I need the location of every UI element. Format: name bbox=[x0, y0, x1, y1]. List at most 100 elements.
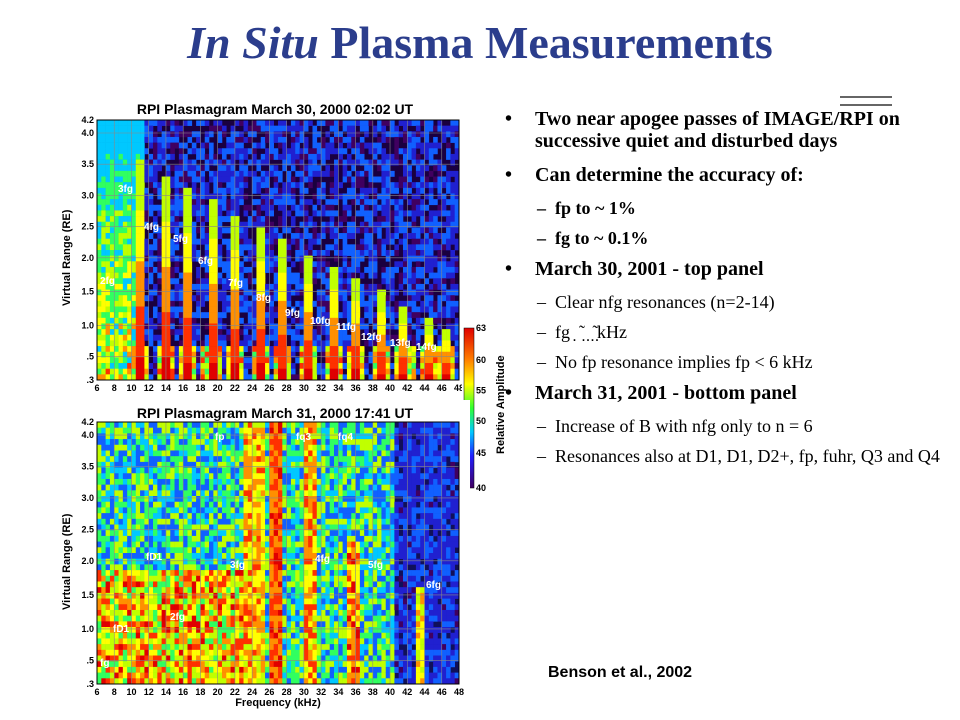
heatmap-cell bbox=[234, 204, 240, 211]
heatmap-cell bbox=[230, 564, 236, 571]
heatmap-cell bbox=[286, 272, 292, 279]
heatmap-cell bbox=[105, 283, 111, 290]
heatmap-cell bbox=[170, 374, 175, 381]
heatmap-cell bbox=[183, 604, 188, 611]
heatmap-cell bbox=[204, 244, 210, 251]
heatmap-cell bbox=[178, 176, 184, 183]
heatmap-cell bbox=[170, 547, 175, 554]
heatmap-cell bbox=[196, 210, 201, 217]
heatmap-cell bbox=[174, 672, 180, 679]
heatmap-cell bbox=[105, 478, 111, 485]
heatmap-cell bbox=[178, 283, 184, 290]
heatmap-cell bbox=[437, 125, 443, 132]
heatmap-cell bbox=[221, 644, 227, 651]
heatmap-cell bbox=[385, 204, 391, 211]
heatmap-cell bbox=[364, 142, 369, 149]
heatmap-cell bbox=[247, 627, 253, 634]
heatmap-cell bbox=[209, 153, 214, 160]
heatmap-cell bbox=[114, 558, 119, 565]
heatmap-cell bbox=[170, 323, 175, 330]
heatmap-cell bbox=[153, 484, 158, 491]
heatmap-cell bbox=[424, 176, 430, 183]
heatmap-cell bbox=[381, 323, 387, 330]
heatmap-cell bbox=[148, 484, 154, 491]
heatmap-cell bbox=[372, 193, 378, 200]
heatmap-cell bbox=[394, 306, 399, 313]
heatmap-cell bbox=[213, 461, 218, 468]
heatmap-cell bbox=[209, 530, 214, 537]
heatmap-cell bbox=[346, 340, 352, 347]
heatmap-cell bbox=[420, 283, 425, 290]
heatmap-cell bbox=[385, 250, 391, 256]
heatmap-cell bbox=[196, 255, 201, 262]
heatmap-cell bbox=[200, 238, 206, 245]
heatmap-cell bbox=[230, 666, 236, 673]
heatmap-cell bbox=[148, 598, 154, 605]
heatmap-cell bbox=[174, 484, 180, 491]
heatmap-cell bbox=[230, 615, 236, 622]
heatmap-cell bbox=[127, 323, 132, 330]
heatmap-cell bbox=[157, 513, 162, 520]
heatmap-cell bbox=[101, 587, 106, 594]
heatmap-cell bbox=[170, 587, 175, 594]
heatmap-cell bbox=[109, 278, 115, 285]
heatmap-cell bbox=[411, 323, 417, 330]
x-tick-label: 16 bbox=[178, 383, 188, 393]
heatmap-cell bbox=[148, 450, 154, 457]
heatmap-cell bbox=[221, 176, 227, 183]
heatmap-cell bbox=[196, 368, 201, 375]
heatmap-cell bbox=[247, 632, 253, 639]
heatmap-cell bbox=[183, 244, 188, 251]
heatmap-cell bbox=[161, 261, 167, 268]
heatmap-cell bbox=[144, 467, 150, 474]
heatmap-cell bbox=[359, 346, 365, 353]
heatmap-cell bbox=[174, 374, 180, 381]
heatmap-cell bbox=[346, 250, 352, 256]
heatmap-cell bbox=[265, 346, 270, 353]
heatmap-cell bbox=[153, 312, 158, 319]
heatmap-cell bbox=[170, 490, 175, 497]
heatmap-cell bbox=[381, 193, 387, 200]
heatmap-cell bbox=[127, 541, 132, 548]
heatmap-cell bbox=[269, 148, 274, 155]
heatmap-cell bbox=[398, 368, 404, 375]
heatmap-cell bbox=[191, 295, 197, 302]
heatmap-cell bbox=[312, 136, 318, 143]
heatmap-cell bbox=[122, 165, 128, 172]
heatmap-cell bbox=[450, 221, 455, 228]
heatmap-cell bbox=[450, 368, 455, 375]
heatmap-cell bbox=[424, 261, 430, 268]
heatmap-cell bbox=[187, 609, 193, 616]
heatmap-cell bbox=[265, 340, 270, 347]
heatmap-cell bbox=[454, 374, 460, 381]
heatmap-cell bbox=[217, 644, 223, 651]
heatmap-cell bbox=[174, 444, 180, 451]
heatmap-cell bbox=[204, 632, 210, 639]
heatmap-cell bbox=[213, 351, 218, 358]
heatmap-cell bbox=[153, 244, 158, 251]
heatmap-cell bbox=[286, 176, 292, 183]
heatmap-cell bbox=[170, 153, 175, 160]
heatmap-cell bbox=[105, 535, 111, 542]
heatmap-cell bbox=[187, 199, 193, 206]
heatmap-cell bbox=[131, 450, 137, 457]
heatmap-cell bbox=[157, 672, 162, 679]
heatmap-cell bbox=[209, 131, 214, 138]
heatmap-cell bbox=[200, 496, 206, 503]
heatmap-cell bbox=[153, 422, 158, 428]
heatmap-cell bbox=[295, 136, 300, 143]
heatmap-cell bbox=[342, 363, 348, 369]
heatmap-cell bbox=[174, 535, 180, 542]
heatmap-cell bbox=[122, 422, 128, 428]
heatmap-cell bbox=[187, 467, 193, 474]
heatmap-cell bbox=[415, 187, 421, 194]
heatmap-cell bbox=[114, 312, 119, 319]
heatmap-cell bbox=[174, 193, 180, 200]
heatmap-cell bbox=[101, 655, 106, 662]
heatmap-cell bbox=[144, 165, 150, 172]
heatmap-cell bbox=[321, 261, 326, 268]
colorbar-label: Relative Amplitude bbox=[495, 355, 507, 454]
heatmap-cell bbox=[109, 535, 115, 542]
heatmap-cell bbox=[269, 136, 274, 143]
heatmap-cell bbox=[342, 120, 348, 126]
